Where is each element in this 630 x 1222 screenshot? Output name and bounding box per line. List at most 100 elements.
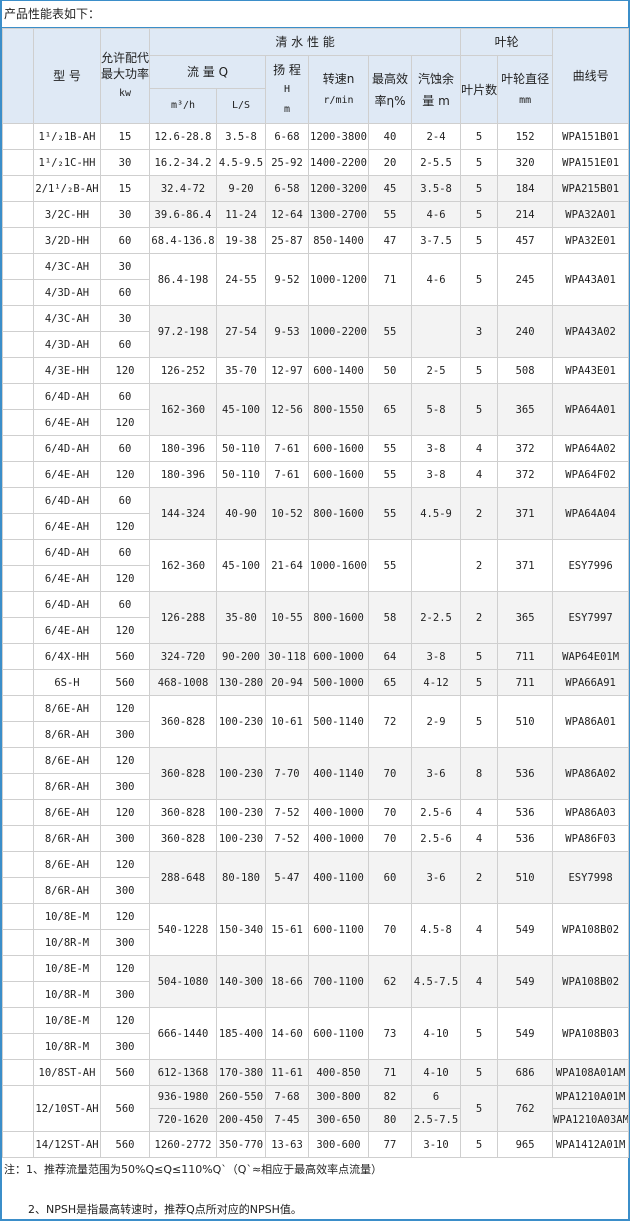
- dia-cell: 214: [497, 201, 554, 228]
- ls-cell: 19-38: [216, 227, 266, 254]
- power-cell: 120: [100, 513, 150, 540]
- table-row: 6/4D-AH 60 162-360 45-100 21-64 1000-1600 55 2 3…: [2, 539, 630, 592]
- blades-cell: 2: [460, 487, 499, 540]
- blades-cell: 4: [460, 955, 499, 1008]
- power-cell: 30: [100, 201, 150, 228]
- power-cell: 300: [100, 773, 150, 800]
- power-cell: 560: [100, 1059, 150, 1086]
- header-npsh-line1: 汽蚀余: [418, 71, 455, 86]
- power-cell: 60: [100, 539, 150, 566]
- eff-cell: 65: [368, 669, 412, 696]
- head-cell: 7-70: [265, 747, 309, 800]
- row-blank-cell: [2, 643, 34, 670]
- model-cell: 1¹/₂1C-HH: [33, 149, 101, 176]
- power-cell: 120: [100, 461, 150, 488]
- m3h-cell: 144-324: [149, 487, 217, 540]
- model-cell: 10/8R-M: [33, 929, 101, 956]
- m3h-cell: 68.4-136.8: [149, 227, 217, 254]
- speed-cell: 800-1600: [308, 487, 369, 540]
- m3h-cell: 936-1980: [149, 1085, 217, 1109]
- model-cell: 4/3D-AH: [33, 331, 101, 358]
- ls-cell: 170-380: [216, 1059, 266, 1086]
- curve-cell: WPA43E01: [552, 357, 630, 384]
- header-speed-unit: r/min: [323, 94, 354, 106]
- header-curve: 曲线号: [552, 28, 630, 124]
- row-blank-cell: [2, 955, 34, 982]
- model-cell: 4/3E-HH: [33, 357, 101, 384]
- npsh-cell: 4-10: [410, 1059, 462, 1086]
- head-cell: 6-68: [265, 123, 309, 150]
- table-body: 1¹/₂1B-AH 15 12.6-28.8 3.5-8 6-68 1200-3800 40…: [2, 123, 630, 1158]
- speed-cell: 1200-3200: [308, 175, 369, 202]
- table-row: 8/6R-AH 300 360-828 100-230 7-52 400-1000 70 2.…: [2, 825, 630, 852]
- row-blank-cell: [2, 253, 34, 280]
- curve-cell: WPA64F02: [552, 461, 630, 488]
- row-blank-cell: [2, 305, 34, 332]
- row-blank-cell: [2, 513, 34, 540]
- speed-cell: 1000-1200: [308, 253, 369, 306]
- model-cell: 8/6R-AH: [33, 721, 101, 748]
- dia-cell: 965: [497, 1131, 554, 1158]
- power-cell: 30: [100, 305, 150, 332]
- head-cell: 7-61: [265, 461, 309, 488]
- dia-cell: 372: [497, 461, 554, 488]
- speed-cell: 500-1140: [308, 695, 369, 748]
- curve-cell: ESY7997: [552, 591, 630, 644]
- m3h-cell: 612-1368: [149, 1059, 217, 1086]
- power-cell: 60: [100, 227, 150, 254]
- ls-cell: 9-20: [216, 175, 266, 202]
- speed-cell: 1400-2200: [308, 149, 369, 176]
- eff-cell: 40: [368, 123, 412, 150]
- curve-cell: WPA108A01AM: [552, 1059, 630, 1086]
- power-cell: 15: [100, 175, 150, 202]
- dia-cell: 372: [497, 435, 554, 462]
- blades-cell: 2: [460, 591, 499, 644]
- power-cell: 60: [100, 279, 150, 306]
- power-cell: 300: [100, 929, 150, 956]
- eff-cell: 77: [368, 1131, 412, 1158]
- ls-cell: 100-230: [216, 695, 266, 748]
- m3h-cell: 97.2-198: [149, 305, 217, 358]
- power-cell: 30: [100, 253, 150, 280]
- head-cell: 18-66: [265, 955, 309, 1008]
- m3h-cell: 1260-2772: [149, 1131, 217, 1158]
- speed-cell: 1300-2700: [308, 201, 369, 228]
- table-row: 3/2C-HH 30 39.6-86.4 11-24 12-64 1300-2700 55 4…: [2, 201, 630, 228]
- m3h-cell: 288-648: [149, 851, 217, 904]
- eff-cell: 60: [368, 851, 412, 904]
- blades-cell: 5: [460, 1059, 499, 1086]
- header-flow-ls: L/S: [216, 88, 266, 124]
- table-row: 6/4D-AH 60 144-324 40-90 10-52 800-1600 55 4.5-…: [2, 487, 630, 540]
- npsh-cell: 3-7.5: [410, 227, 462, 254]
- model-cell: 8/6E-AH: [33, 851, 101, 878]
- eff-cell: 82: [368, 1085, 412, 1109]
- npsh-cell: 3.5-8: [410, 175, 462, 202]
- speed-cell: 600-1400: [308, 357, 369, 384]
- row-blank-cell: [2, 799, 34, 826]
- power-cell: 300: [100, 877, 150, 904]
- ls-cell: 27-54: [216, 305, 266, 358]
- table-row: 8/6R-AH 300: [2, 877, 629, 904]
- dia-cell: 320: [497, 149, 554, 176]
- dia-cell: 457: [497, 227, 554, 254]
- ls-cell: 45-100: [216, 539, 266, 592]
- blades-cell: 5: [460, 357, 499, 384]
- row-blank-cell: [2, 669, 34, 696]
- dia-cell: 508: [497, 357, 554, 384]
- table-row: 8/6E-AH 120 288-648 80-180 5-47 400-1100 60 3-6…: [2, 851, 630, 904]
- blades-cell: 5: [460, 1007, 499, 1060]
- head-cell: 13-63: [265, 1131, 309, 1158]
- npsh-cell: 2.5-7.5: [410, 1108, 462, 1132]
- power-cell: 120: [100, 409, 150, 436]
- table-row: 8/6E-AH 120 360-828 100-230 10-61 500-1140 72 2…: [2, 695, 630, 748]
- head-cell: 15-61: [265, 903, 309, 956]
- npsh-cell: 4-10: [410, 1007, 462, 1060]
- header-power-unit: kw: [118, 88, 132, 99]
- table-row: 10/8E-M 120 540-1228 150-340 15-61 600-1100 70…: [2, 903, 630, 956]
- power-cell: 300: [100, 981, 150, 1008]
- power-cell: 120: [100, 617, 150, 644]
- npsh-cell: 2-5.5: [410, 149, 462, 176]
- row-blank-cell: [2, 175, 34, 202]
- power-cell: 15: [100, 123, 150, 150]
- speed-cell: 300-600: [308, 1131, 369, 1158]
